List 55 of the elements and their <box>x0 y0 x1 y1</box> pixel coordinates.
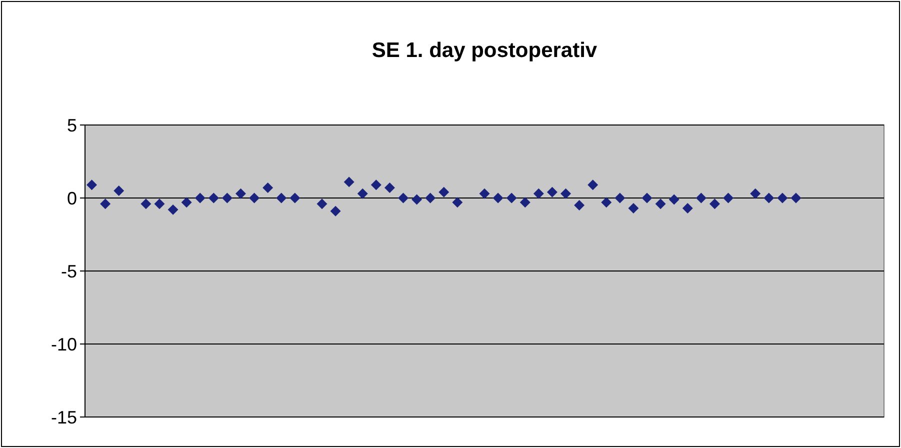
point <box>452 197 463 208</box>
point <box>574 200 585 211</box>
point <box>181 197 192 208</box>
point <box>330 206 341 216</box>
point <box>682 202 693 214</box>
y-tick-label: -10 <box>50 334 77 354</box>
point <box>290 192 300 204</box>
y-tick-label: -15 <box>50 407 77 428</box>
chart-title: SE 1. day postoperativ <box>372 39 598 62</box>
point <box>601 197 612 208</box>
y-tick-label: 5 <box>66 115 77 136</box>
point <box>425 192 436 204</box>
point <box>438 186 450 198</box>
point <box>750 188 761 199</box>
point <box>316 198 328 210</box>
point <box>546 186 558 198</box>
point <box>398 192 408 204</box>
point <box>168 204 178 215</box>
point <box>140 198 152 210</box>
point <box>492 192 504 204</box>
point <box>790 192 802 204</box>
point <box>262 182 274 194</box>
point <box>520 197 530 208</box>
y-tick-label: -5 <box>60 261 77 282</box>
point <box>370 180 382 190</box>
point <box>276 192 287 204</box>
point <box>709 198 720 210</box>
point <box>100 198 111 210</box>
y-tick-label: 0 <box>66 188 77 208</box>
point <box>194 192 206 204</box>
point <box>86 180 98 190</box>
point <box>588 180 598 190</box>
point <box>384 182 395 194</box>
point <box>642 192 652 204</box>
point <box>249 192 260 204</box>
point <box>357 188 368 199</box>
point <box>344 176 354 188</box>
point <box>222 192 232 204</box>
point <box>114 185 124 196</box>
point <box>533 188 544 199</box>
point <box>235 188 246 199</box>
point <box>764 192 774 204</box>
point <box>723 192 734 204</box>
point <box>412 194 422 205</box>
point <box>614 192 626 204</box>
point <box>208 192 219 204</box>
point <box>655 198 666 210</box>
point <box>628 202 639 214</box>
point <box>777 192 788 204</box>
point <box>696 192 706 204</box>
point <box>479 188 490 199</box>
point <box>506 192 517 204</box>
point <box>560 188 571 199</box>
point <box>154 198 165 210</box>
point <box>668 194 680 205</box>
